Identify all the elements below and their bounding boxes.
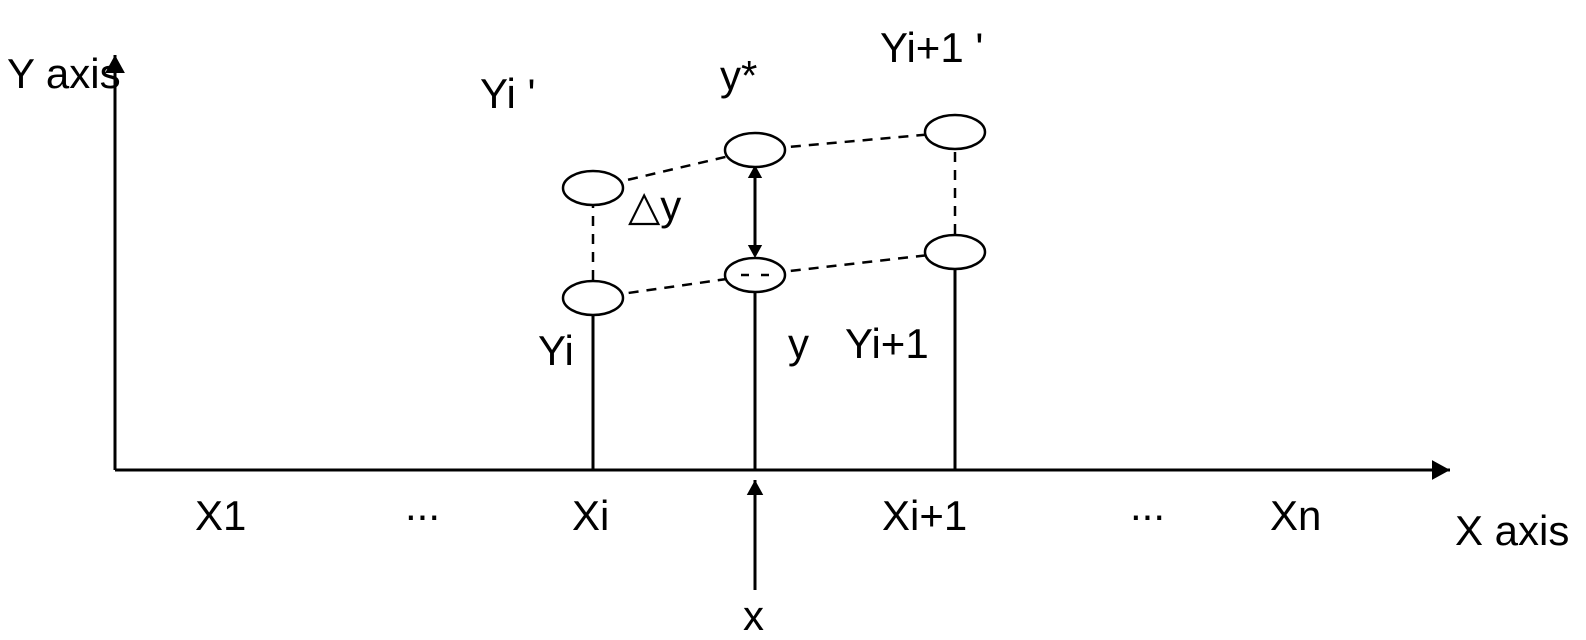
node-Yi+1 — [925, 235, 985, 269]
x-tick-label: Xi+1 — [882, 492, 967, 539]
x-pointer-label: x — [743, 592, 764, 639]
x-tick-label: ... — [405, 482, 440, 529]
axes: Y axis X axis — [7, 50, 1569, 554]
y-axis-label: Y axis — [7, 50, 121, 97]
x-tick-label: X1 — [195, 492, 246, 539]
node-Yi+1_prime — [925, 115, 985, 149]
x-pointer: x — [743, 480, 764, 639]
node-y — [725, 258, 785, 292]
x-tick-label: Xi — [572, 492, 609, 539]
diagram-svg: Y axisX axisX1...XiXi+1...Xnx△yYiyYi+1Yi… — [0, 0, 1586, 640]
diagram-container: Y axisX axisX1...XiXi+1...Xnx△yYiyYi+1Yi… — [0, 0, 1586, 640]
x-axis-label: X axis — [1455, 507, 1569, 554]
node-label-Yi_prime: Yi ' — [480, 70, 535, 117]
node-Yi_prime — [563, 171, 623, 205]
node-label-Yi+1_prime: Yi+1 ' — [880, 24, 983, 71]
x-tick-label: Xn — [1270, 492, 1321, 539]
x-tick-label: ... — [1130, 482, 1165, 529]
node-label-Yi+1: Yi+1 — [845, 320, 929, 367]
delta-y-label: △y — [628, 182, 681, 229]
node-label-y: y — [788, 320, 809, 367]
node-Yi — [563, 281, 623, 315]
node-label-y_star: y* — [720, 52, 757, 99]
delta-y-indicator: △y — [628, 165, 762, 258]
node-label-Yi: Yi — [538, 327, 574, 374]
nodes: Yi y Yi+1 Yi ' y* Yi+1 ' — [480, 24, 985, 374]
node-y_star — [725, 133, 785, 167]
